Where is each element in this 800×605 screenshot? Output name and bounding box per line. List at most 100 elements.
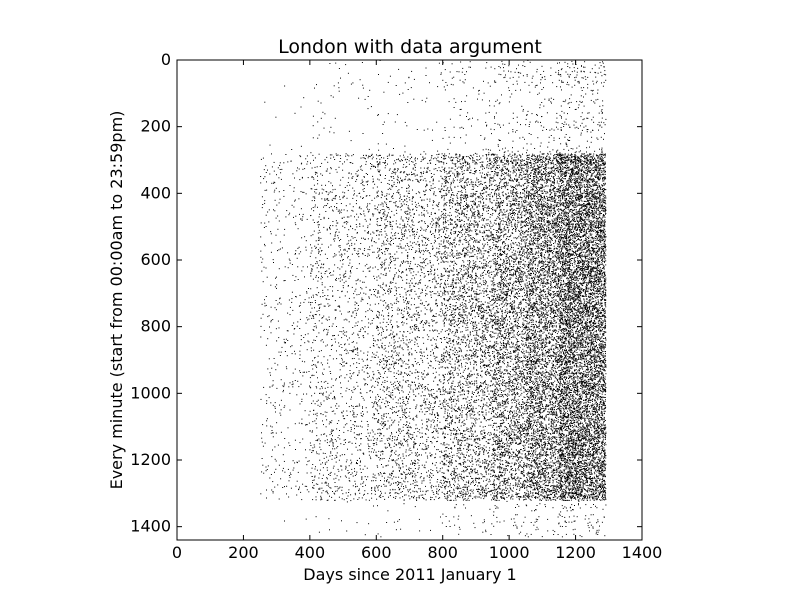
scatter-point — [381, 342, 383, 344]
scatter-point — [421, 262, 423, 264]
scatter-point — [344, 161, 345, 163]
scatter-point — [353, 389, 355, 391]
scatter-point — [319, 304, 321, 306]
scatter-point — [491, 214, 493, 216]
scatter-point — [368, 445, 369, 447]
scatter-point — [304, 371, 305, 373]
scatter-point — [365, 195, 367, 197]
scatter-point — [356, 485, 358, 487]
scatter-point — [318, 332, 320, 334]
scatter-point — [421, 234, 423, 236]
scatter-point — [318, 229, 320, 231]
scatter-point — [429, 474, 430, 476]
scatter-point — [405, 474, 407, 475]
scatter-point — [434, 268, 436, 270]
scatter-point — [413, 164, 415, 166]
scatter-point — [484, 206, 486, 208]
scatter-point — [449, 484, 451, 486]
scatter-point — [339, 196, 340, 198]
scatter-point — [436, 488, 438, 490]
scatter-point — [399, 308, 401, 310]
scatter-point — [395, 450, 397, 452]
scatter-point — [382, 329, 384, 331]
scatter-point — [474, 351, 475, 353]
scatter-point — [291, 384, 293, 386]
scatter-point — [430, 393, 432, 395]
scatter-point — [355, 486, 357, 488]
scatter-point — [350, 140, 352, 142]
scatter-point — [369, 346, 371, 348]
scatter-point — [481, 312, 483, 313]
scatter-point — [326, 499, 328, 501]
scatter-point — [412, 470, 414, 472]
scatter-point — [400, 371, 402, 373]
scatter-point — [363, 337, 365, 339]
scatter-point — [376, 378, 378, 380]
scatter-point — [392, 331, 394, 333]
scatter-point — [484, 137, 486, 139]
scatter-point — [408, 246, 410, 248]
scatter-point — [365, 316, 366, 318]
scatter-point — [402, 233, 404, 235]
scatter-point — [324, 387, 326, 389]
scatter-point — [438, 62, 440, 64]
scatter-point — [483, 352, 485, 354]
scatter-point — [435, 168, 437, 170]
scatter-point — [441, 177, 443, 179]
scatter-point — [438, 314, 440, 316]
scatter-point — [371, 493, 373, 495]
scatter-point — [426, 374, 428, 376]
scatter-point — [396, 484, 398, 486]
scatter-point — [401, 247, 403, 249]
scatter-point — [289, 262, 291, 264]
scatter-point — [445, 361, 446, 363]
scatter-point — [442, 366, 444, 368]
scatter-point — [377, 334, 379, 336]
scatter-point — [379, 407, 381, 409]
scatter-point — [320, 404, 322, 406]
scatter-point — [379, 322, 381, 324]
scatter-point — [321, 184, 323, 186]
scatter-point — [288, 480, 290, 482]
scatter-point — [414, 324, 415, 326]
scatter-point — [437, 415, 438, 416]
scatter-point — [351, 358, 353, 360]
scatter-point — [405, 424, 407, 426]
scatter-point — [407, 433, 409, 435]
scatter-point — [393, 214, 395, 216]
scatter-point — [380, 210, 381, 212]
scatter-point — [345, 467, 347, 469]
scatter-point — [419, 351, 421, 353]
scatter-point — [391, 432, 392, 434]
scatter-point — [295, 250, 297, 252]
scatter-point — [362, 411, 364, 412]
scatter-point — [271, 430, 273, 431]
scatter-point — [457, 395, 459, 397]
scatter-point — [376, 314, 377, 316]
scatter-point — [439, 388, 441, 390]
scatter-point — [433, 393, 435, 394]
scatter-point — [275, 369, 277, 371]
scatter-point — [449, 186, 451, 188]
scatter-point — [451, 312, 453, 314]
scatter-point — [448, 379, 450, 381]
scatter-point — [391, 154, 393, 156]
scatter-point — [456, 159, 458, 161]
scatter-point — [386, 428, 388, 430]
scatter-point — [426, 287, 428, 289]
scatter-point — [312, 464, 314, 465]
scatter-point — [481, 172, 483, 174]
scatter-point — [416, 414, 418, 416]
scatter-point — [392, 279, 394, 281]
scatter-point — [427, 362, 429, 364]
scatter-point — [361, 396, 363, 397]
scatter-point — [387, 304, 389, 306]
scatter-point — [417, 314, 419, 316]
scatter-point — [378, 303, 380, 305]
scatter-point — [436, 305, 438, 307]
scatter-point — [430, 361, 432, 363]
scatter-point — [422, 423, 423, 425]
scatter-point — [299, 442, 301, 444]
scatter-point — [331, 339, 333, 340]
scatter-point — [440, 236, 442, 238]
